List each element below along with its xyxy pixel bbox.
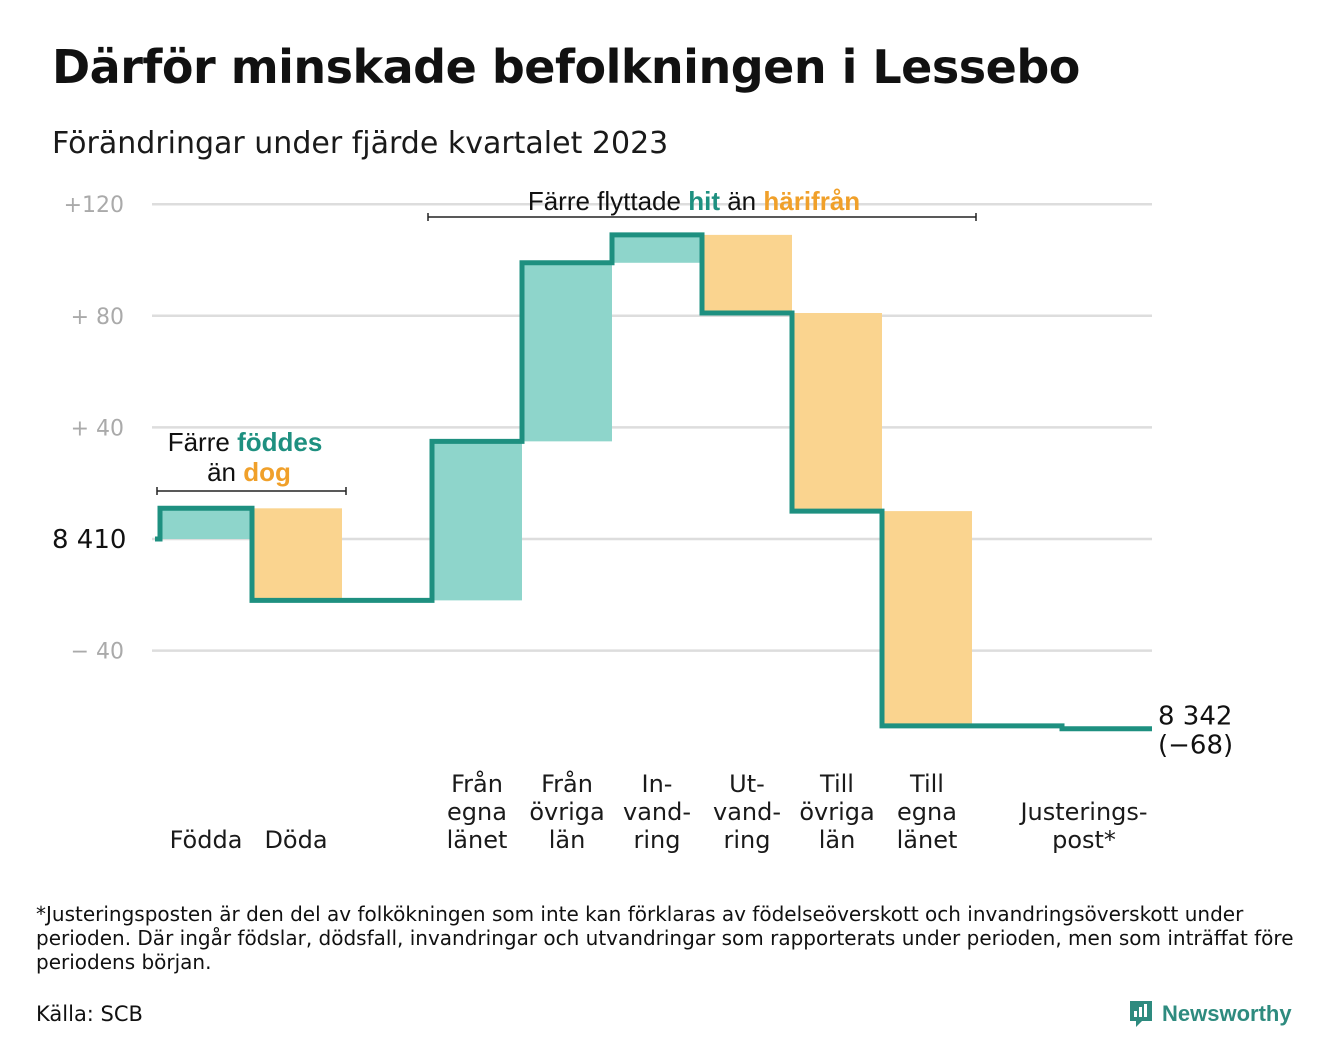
x-category-label: Döda: [264, 826, 327, 854]
newsworthy-logo-icon: [1130, 1001, 1152, 1027]
x-category-label-line: länet: [897, 826, 958, 854]
bar-inflow: [522, 262, 612, 442]
bar-outflow: [252, 508, 342, 601]
y-tick-label: +120: [64, 193, 124, 218]
births-annotation-line1: Färre föddes: [168, 427, 323, 457]
x-category-label-line: Födda: [170, 826, 243, 854]
x-category-label: Födda: [170, 826, 243, 854]
bar-inflow: [432, 441, 522, 601]
migration-annotation: Färre flyttade hit än härifrån: [528, 186, 860, 216]
bar-outflow: [792, 313, 882, 512]
x-category-label-line: ring: [634, 826, 681, 854]
x-category-label-line: län: [819, 826, 856, 854]
annotation-highlight: föddes: [237, 427, 322, 457]
births-annotation-line2: än dog: [207, 457, 291, 487]
x-category-label-line: länet: [447, 826, 508, 854]
x-category-label: Ut-vand-ring: [713, 770, 781, 854]
x-category-label-line: Döda: [264, 826, 327, 854]
bar-outflow: [882, 511, 972, 726]
x-category-label-line: Till: [909, 770, 944, 798]
footnote: *Justeringsposten är den del av folkökni…: [36, 902, 1294, 974]
bar-inflow: [160, 508, 252, 539]
x-category-label: Från egna länet: [447, 769, 508, 854]
x-category-label-line: ring: [724, 826, 771, 854]
brand-name: Newsworthy: [1162, 1001, 1292, 1026]
x-category-label-line: län: [549, 826, 586, 854]
end-value-label: 8 342: [1158, 702, 1232, 732]
x-category-label-line: egna: [447, 798, 507, 826]
x-category-label: Från övriga län: [529, 769, 604, 854]
x-category-label-line: övriga: [799, 798, 874, 826]
brand-logo: Newsworthy: [1128, 998, 1292, 1030]
x-category-label: In-vand-ring: [623, 770, 691, 854]
x-category-label: Justerings-post*: [1018, 798, 1147, 854]
x-category-label-line: Från: [541, 769, 593, 798]
x-category-label-line: övriga: [529, 798, 604, 826]
annotation-highlight: hit: [688, 186, 720, 216]
annotation-text: än: [727, 186, 756, 216]
annotation-text: än: [207, 457, 236, 487]
x-category-label-line: Justerings-: [1018, 798, 1147, 826]
annotation-text: Färre flyttade: [528, 186, 681, 216]
x-category-label-line: Till: [819, 770, 854, 798]
x-category-label-line: vand-: [713, 798, 781, 826]
waterfall-chart: +120 + 80 + 40 − 40 8 410 8 342(−68) Födda Döda…: [52, 186, 1233, 854]
x-category-label-line: post*: [1052, 826, 1116, 854]
y-tick-label: − 40: [71, 640, 124, 665]
cumulative-step-line: [155, 232, 1152, 732]
chart-subtitle: Förändringar under fjärde kvartalet 2023: [52, 126, 669, 161]
y-tick-label: + 40: [71, 416, 124, 441]
start-value-label: 8 410: [52, 525, 126, 555]
chart-title: Därför minskade befolkningen i Lessebo: [52, 40, 1080, 94]
x-category-label-line: In-: [642, 770, 673, 798]
x-category-label-line: egna: [897, 798, 957, 826]
x-category-label: Till egna länet: [897, 770, 958, 854]
y-tick-label: + 80: [71, 305, 124, 330]
end-change-label: (−68): [1158, 731, 1233, 761]
x-category-label-line: Från: [451, 769, 503, 798]
annotation-highlight: härifrån: [763, 186, 860, 216]
x-category-label-line: vand-: [623, 798, 691, 826]
annotation-highlight: dog: [243, 457, 291, 487]
annotation-text: Färre: [168, 427, 230, 457]
source-credit: Källa: SCB: [36, 1002, 143, 1026]
x-category-label: Till övriga län: [799, 770, 874, 854]
x-category-label-line: Ut-: [729, 770, 765, 798]
bar-outflow: [702, 234, 792, 314]
bar-inflow: [612, 234, 702, 263]
